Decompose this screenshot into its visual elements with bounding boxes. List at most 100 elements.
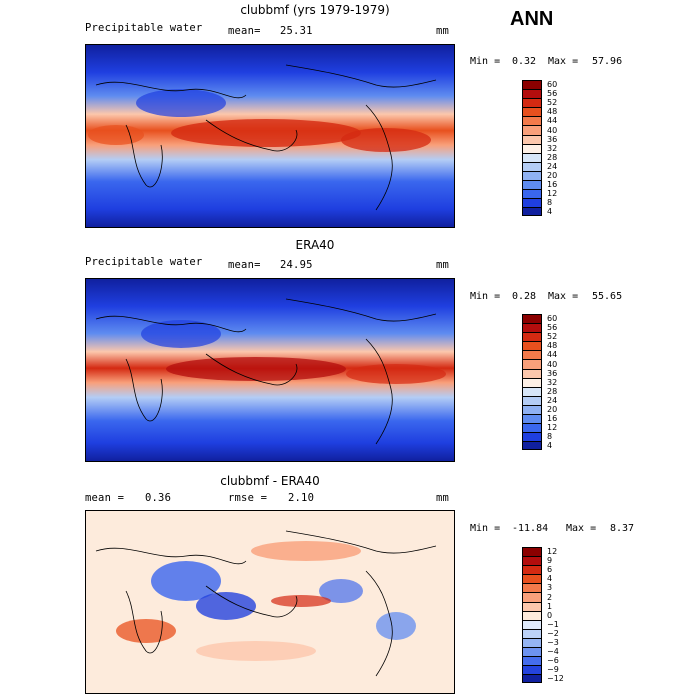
- colorbar-tick-label: 28: [547, 386, 558, 396]
- colorbar-tick-label: 48: [547, 341, 558, 351]
- colorbar-cell: [522, 143, 542, 153]
- colorbar-tick-label: 36: [547, 368, 558, 378]
- colorbar-tick-label: 52: [547, 98, 558, 108]
- colorbar-cell: [522, 80, 542, 90]
- panel2-units: mm: [436, 259, 450, 271]
- colorbar-cell: [522, 116, 542, 126]
- colorbar-tick-label: 36: [547, 134, 558, 144]
- colorbar-cell: [522, 341, 542, 351]
- colorbar-cell: [522, 565, 542, 575]
- panel1-field: [86, 45, 454, 227]
- season-label: ANN: [510, 8, 554, 30]
- panel2-map: [85, 278, 455, 462]
- colorbar-tick-label: 32: [547, 143, 558, 153]
- colorbar-tick-label: 16: [547, 180, 558, 190]
- panel1-variable: Precipitable water: [85, 22, 203, 34]
- colorbar-tick-label: −1: [547, 619, 559, 629]
- colorbar-cell: [522, 547, 542, 557]
- colorbar-cell: [522, 189, 542, 199]
- colorbar-tick-label: 2: [547, 592, 553, 602]
- panel2-title: ERA40: [295, 238, 335, 252]
- colorbar-cell: [522, 574, 542, 584]
- panel2-colorbar: [522, 314, 542, 451]
- colorbar-cell: [522, 432, 542, 442]
- colorbar-tick-label: 40: [547, 125, 558, 135]
- colorbar-cell: [522, 441, 542, 451]
- panel3-rmse-value: 2.10: [288, 492, 315, 504]
- colorbar-tick-label: 20: [547, 405, 558, 414]
- colorbar-tick-label: −12: [547, 674, 564, 684]
- panel2-min-value: 0.28: [512, 291, 537, 302]
- colorbar-tick-label: 8: [547, 198, 553, 208]
- panel2-mean-value: 24.95: [280, 259, 313, 271]
- colorbar-cell: [522, 647, 542, 657]
- colorbar-cell: [522, 628, 542, 638]
- colorbar-cell: [522, 368, 542, 378]
- colorbar-tick-label: 60: [547, 80, 558, 89]
- colorbar-cell: [522, 601, 542, 611]
- colorbar-tick-label: 24: [547, 395, 558, 405]
- colorbar-cell: [522, 610, 542, 620]
- colorbar-tick-label: 12: [547, 547, 558, 556]
- panel3-min-label: Min =: [470, 523, 501, 534]
- panel3-colorbar: [522, 547, 542, 684]
- colorbar-cell: [522, 161, 542, 171]
- panel3-title: clubbmf - ERA40: [220, 474, 320, 488]
- colorbar-tick-label: −9: [547, 665, 559, 675]
- panel3-mean-value: 0.36: [145, 492, 172, 504]
- panel2-variable: Precipitable water: [85, 256, 203, 268]
- panel3-rmse-label: rmse =: [228, 492, 268, 504]
- panel2-min-label: Min =: [470, 291, 501, 302]
- colorbar-tick-label: −3: [547, 638, 559, 647]
- colorbar-tick-label: 44: [547, 350, 558, 360]
- colorbar-tick-label: 20: [547, 171, 558, 180]
- panel2-field: [86, 279, 454, 461]
- panel1-min-label: Min =: [470, 56, 501, 67]
- colorbar-tick-label: 48: [547, 107, 558, 117]
- panel1-mean-value: 25.31: [280, 25, 313, 37]
- colorbar-tick-label: 0: [547, 610, 553, 620]
- colorbar-tick-label: 9: [547, 556, 553, 566]
- colorbar-cell: [522, 107, 542, 117]
- colorbar-cell: [522, 152, 542, 162]
- colorbar-tick-label: 3: [547, 583, 553, 593]
- colorbar-cell: [522, 592, 542, 602]
- panel1-min-value: 0.32: [512, 56, 537, 67]
- colorbar-cell: [522, 637, 542, 648]
- panel3-max-value: 8.37: [610, 523, 635, 534]
- panel1-max-value: 57.96: [592, 56, 623, 67]
- colorbar-tick-label: −2: [547, 628, 559, 638]
- panel1-units: mm: [436, 25, 450, 37]
- colorbar-cell: [522, 404, 542, 415]
- colorbar-tick-label: 12: [547, 189, 558, 199]
- colorbar-cell: [522, 359, 542, 369]
- panel1-colorbar: [522, 80, 542, 217]
- colorbar-tick-label: 8: [547, 432, 553, 442]
- colorbar-cell: [522, 414, 542, 424]
- colorbar-cell: [522, 665, 542, 675]
- panel3-max-label: Max =: [566, 523, 597, 534]
- panel1-title: clubbmf (yrs 1979-1979): [240, 3, 390, 17]
- colorbar-tick-label: −6: [547, 656, 559, 666]
- colorbar-cell: [522, 323, 542, 333]
- colorbar-cell: [522, 619, 542, 629]
- colorbar-cell: [522, 377, 542, 387]
- panel1-mean-label: mean=: [228, 25, 261, 37]
- colorbar-tick-label: 56: [547, 323, 558, 333]
- panel3-mean-label: mean =: [85, 492, 125, 504]
- panel3-min-value: -11.84: [512, 523, 549, 534]
- colorbar-tick-label: 28: [547, 152, 558, 162]
- colorbar-cell: [522, 423, 542, 433]
- colorbar-tick-label: 4: [547, 207, 553, 217]
- colorbar-tick-label: 4: [547, 574, 553, 584]
- colorbar-cell: [522, 180, 542, 190]
- colorbar-tick-label: 16: [547, 414, 558, 424]
- colorbar-tick-label: −4: [547, 647, 559, 657]
- colorbar-tick-label: 12: [547, 423, 558, 433]
- colorbar-tick-label: 6: [547, 565, 553, 575]
- panel1-map: [85, 44, 455, 228]
- colorbar-cell: [522, 134, 542, 144]
- panel3-units: mm: [436, 492, 450, 504]
- panel2-max-label: Max =: [548, 291, 579, 302]
- colorbar-tick-label: 56: [547, 89, 558, 99]
